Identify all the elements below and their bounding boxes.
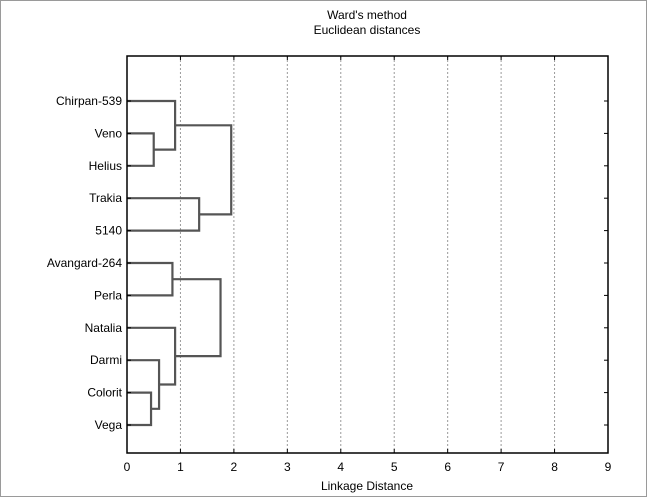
leaf-label: Trakia (89, 191, 122, 205)
leaf-label: Vega (95, 418, 123, 432)
leaf-label: Perla (94, 288, 122, 302)
dendrogram-link (127, 197, 201, 232)
leaf-label: Helius (89, 159, 122, 173)
x-tick-label: 6 (444, 460, 451, 474)
x-axis-ticks: 0 1 2 3 4 5 6 7 8 9 (124, 56, 612, 474)
x-tick-label: 2 (231, 460, 238, 474)
x-axis-label: Linkage Distance (321, 479, 413, 493)
dendrogram-link (127, 326, 177, 386)
dendrogram-link (127, 99, 177, 151)
dendrogram-link (127, 391, 153, 427)
x-tick-label: 1 (177, 460, 184, 474)
chart-title: Ward's method (327, 8, 407, 22)
dendrogram-link (127, 132, 155, 167)
dendrogram-link (127, 261, 174, 297)
x-tick-label: 7 (498, 460, 505, 474)
dendrogram-link (172, 278, 222, 358)
leaf-labels: Chirpan-539 Veno Helius Trakia 5140 Avangard-… (47, 94, 608, 432)
leaf-label: 5140 (95, 224, 122, 238)
leaf-label: Chirpan-539 (56, 94, 122, 108)
x-tick-label: 0 (124, 460, 131, 474)
leaf-label: Darmi (90, 353, 122, 367)
grid-lines (179, 56, 556, 453)
x-tick-label: 3 (284, 460, 291, 474)
x-tick-label: 5 (391, 460, 398, 474)
leaf-label: Natalia (85, 321, 123, 335)
x-tick-label: 9 (605, 460, 612, 474)
dendrogram-links (127, 99, 233, 427)
leaf-label: Avangard-264 (47, 256, 122, 270)
plot-frame (126, 55, 609, 454)
dendrogram-link (175, 124, 233, 216)
leaf-label: Veno (95, 126, 123, 140)
x-tick-label: 8 (551, 460, 558, 474)
chart-subtitle: Euclidean distances (314, 23, 421, 37)
x-tick-label: 4 (337, 460, 344, 474)
dendrogram-link (127, 359, 161, 410)
leaf-label: Colorit (87, 386, 122, 400)
